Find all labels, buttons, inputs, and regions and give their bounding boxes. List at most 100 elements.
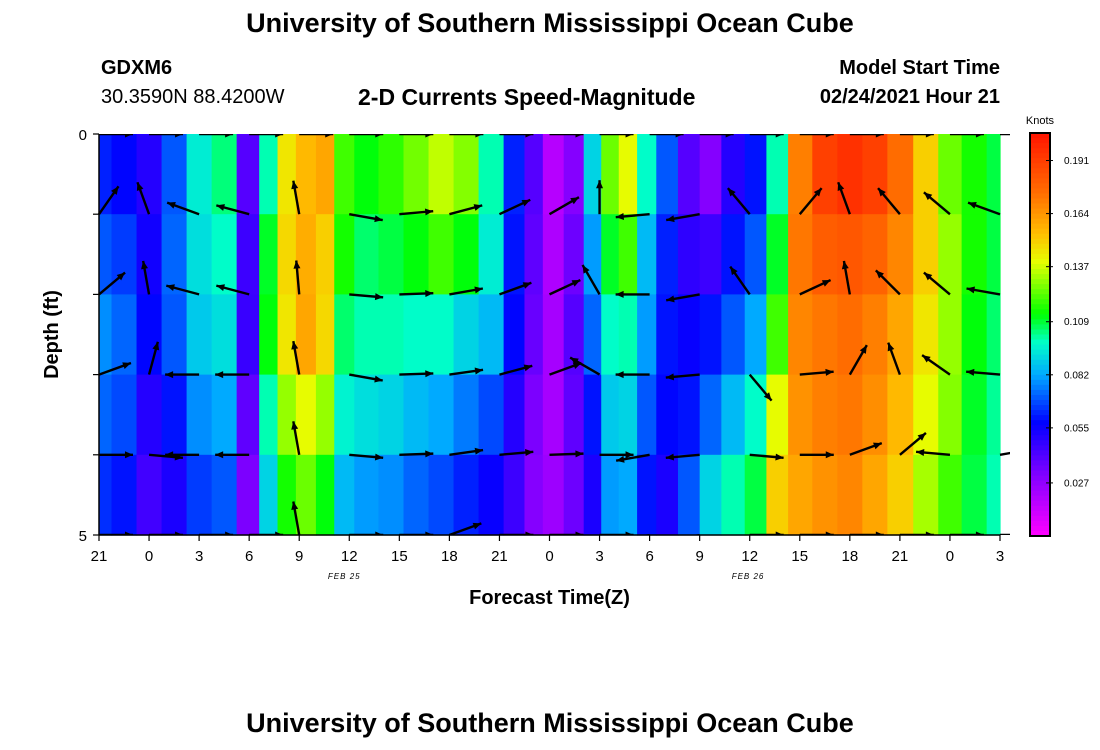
heatmap-cell: [986, 294, 1001, 376]
colorbar-step: [1030, 238, 1050, 245]
current-arrow: [899, 432, 927, 456]
heatmap-cell: [601, 214, 620, 295]
heatmap-cell: [111, 454, 138, 536]
date-label: FEB 26: [732, 572, 765, 581]
heatmap-cell: [211, 134, 238, 215]
colorbar-step: [1030, 495, 1050, 502]
colorbar-step: [1030, 203, 1050, 210]
heatmap-cell: [524, 214, 544, 295]
heatmap-cell: [186, 374, 213, 456]
current-arrow: [848, 344, 868, 376]
colorbar-step: [1030, 324, 1050, 331]
heatmap-cell: [99, 294, 113, 376]
current-arrow: [599, 451, 634, 459]
page-title: University of Southern Mississippi Ocean…: [246, 8, 854, 38]
current-arrow: [749, 453, 784, 461]
colorbar-tick-label: 0.055: [1064, 423, 1089, 434]
heatmap-cell: [887, 214, 914, 295]
x-tick-label: 6: [245, 548, 253, 565]
heatmap-cell: [677, 214, 701, 295]
heatmap-cell: [403, 374, 430, 456]
heatmap-cell: [354, 374, 380, 456]
colorbar-step: [1030, 329, 1050, 336]
colorbar-step: [1030, 183, 1050, 190]
colorbar-step: [1030, 213, 1050, 220]
current-arrow: [729, 265, 751, 296]
heatmap-cell: [295, 374, 317, 456]
current-arrow: [837, 181, 851, 215]
heatmap-cell: [315, 374, 335, 456]
current-arrow: [1000, 134, 1010, 136]
colorbar-step: [1030, 168, 1050, 174]
current-arrow: [549, 134, 584, 138]
heatmap-cell: [563, 294, 585, 376]
heatmap-cell: [699, 374, 722, 456]
current-arrow: [147, 341, 160, 375]
heatmap-cell: [583, 134, 602, 215]
colorbar-step: [1030, 258, 1050, 265]
heatmap-cell: [837, 454, 863, 536]
colorbar-step: [1030, 253, 1050, 260]
heatmap-cell: [111, 294, 138, 376]
heatmap-cell: [986, 374, 1001, 456]
colorbar-step: [1030, 294, 1050, 300]
heatmap-cell: [277, 134, 297, 215]
heatmap-cell: [259, 374, 279, 456]
heatmap-cell: [161, 134, 188, 215]
current-arrow: [291, 421, 301, 456]
x-tick-label: 3: [595, 548, 603, 565]
colorbar-step: [1030, 485, 1050, 492]
heatmap-cell: [766, 294, 789, 376]
heatmap-cell: [862, 134, 888, 215]
current-arrow: [98, 271, 126, 296]
colorbar-step: [1030, 218, 1050, 225]
heatmap-cell: [938, 374, 963, 456]
heatmap-cell: [136, 374, 163, 456]
colorbar-step: [1030, 188, 1050, 195]
current-arrow: [449, 286, 484, 296]
colorbar-step: [1030, 158, 1050, 164]
x-tick-label: 12: [741, 548, 758, 565]
heatmap-cell: [277, 454, 297, 536]
heatmap-cell: [295, 134, 317, 215]
current-arrow: [749, 531, 784, 535]
current-arrow: [499, 449, 534, 457]
heatmap-cell: [986, 134, 1001, 215]
heatmap-cell: [161, 454, 188, 536]
current-arrow: [877, 187, 901, 215]
y-tick-label: 5: [79, 528, 87, 545]
current-arrow: [293, 260, 301, 295]
current-arrow: [649, 134, 684, 138]
heatmap-cell: [744, 294, 768, 376]
heatmap-cell: [656, 134, 679, 215]
heatmap-cell: [161, 374, 188, 456]
heatmap-cell: [766, 374, 789, 456]
current-arrow: [349, 213, 383, 223]
model-start-label: Model Start Time: [839, 57, 1000, 79]
colorbar-tick-label: 0.137: [1064, 262, 1089, 273]
heatmap-cell: [524, 294, 544, 376]
heatmap-cell: [812, 374, 838, 456]
heatmap-cell: [656, 374, 679, 456]
heatmap-cell: [503, 374, 526, 456]
heatmap-cell: [161, 214, 188, 295]
current-arrow: [615, 371, 650, 379]
current-arrow: [299, 134, 334, 138]
colorbar-step: [1030, 233, 1050, 240]
current-arrow: [581, 264, 601, 295]
current-arrow: [399, 134, 434, 138]
heatmap-cell: [961, 374, 988, 456]
current-arrow: [349, 531, 384, 535]
heatmap-cell: [913, 294, 939, 376]
heatmap-cell: [211, 374, 238, 456]
colorbar-step: [1030, 410, 1050, 416]
current-arrow: [749, 134, 784, 138]
heatmap-cell: [354, 134, 380, 215]
heatmap-cell: [277, 374, 297, 456]
heatmap-cell: [812, 294, 838, 376]
heatmap-cell: [99, 454, 113, 536]
colorbar-step: [1030, 314, 1050, 320]
heatmap-cell: [677, 134, 701, 215]
heatmap-cells: [99, 134, 1001, 536]
heatmap-cell: [136, 134, 163, 215]
